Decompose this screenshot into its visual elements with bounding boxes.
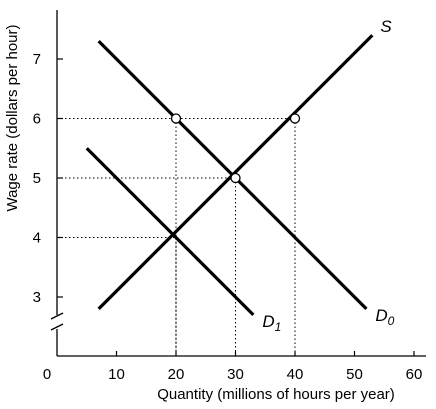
ticks: 0 10 20 30 40 50 60 3 4 5 6 7 [33, 51, 423, 383]
x-tick-label: 20 [168, 366, 185, 383]
guide-lines [57, 118, 296, 356]
x-tick-label: 50 [346, 366, 363, 383]
curve-label-d1: D1 [262, 312, 281, 334]
curve-label-s: S [380, 17, 392, 36]
labels: Quantity (millions of hours per year) Wa… [4, 17, 395, 403]
x-tick-label: 0 [43, 366, 51, 383]
equilibrium-point [289, 113, 301, 124]
y-tick-label: 4 [33, 230, 41, 247]
equilibrium-point [230, 172, 241, 184]
y-tick-label: 7 [33, 51, 41, 68]
curve-s [97, 34, 374, 311]
y-tick-label: 6 [33, 111, 41, 128]
curves [85, 34, 374, 316]
x-axis-label: Quantity (millions of hours per year) [157, 386, 395, 403]
equilibrium-points [170, 113, 301, 184]
y-tick-label: 5 [33, 170, 41, 187]
curve-label-d0: D0 [375, 306, 394, 328]
axis-break-icon [50, 312, 64, 331]
x-tick-label: 30 [227, 366, 244, 383]
y-axis-label: Wage rate (dollars per hour) [4, 24, 21, 211]
curve-d1 [85, 147, 255, 316]
x-tick-label: 40 [287, 366, 304, 383]
x-tick-label: 60 [406, 366, 423, 383]
equilibrium-point [170, 113, 182, 124]
y-tick-label: 3 [33, 289, 41, 306]
axes [50, 10, 426, 357]
x-tick-label: 10 [108, 366, 125, 383]
